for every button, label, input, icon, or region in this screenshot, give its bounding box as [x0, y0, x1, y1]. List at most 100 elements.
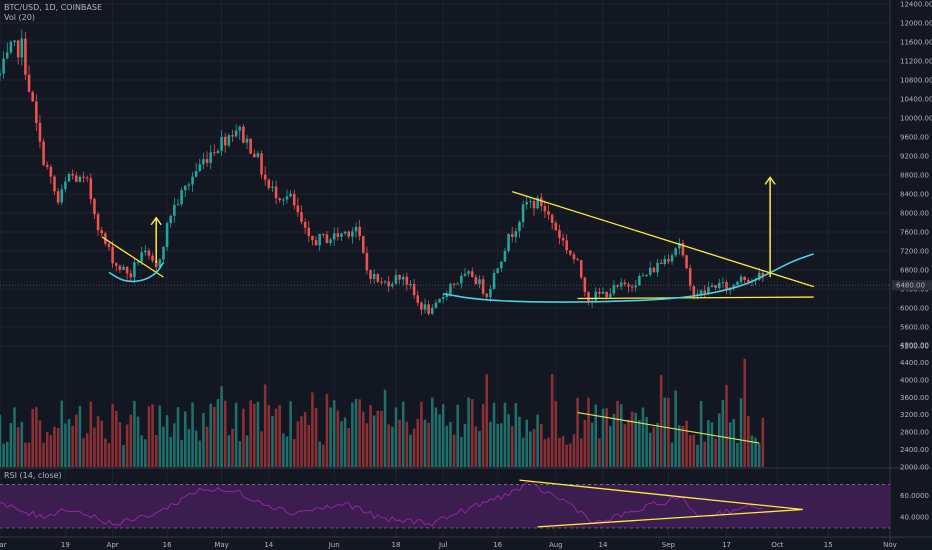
- time-tick-label: 17: [722, 541, 731, 549]
- volume-bar: [507, 414, 510, 467]
- candle-body: [467, 271, 470, 274]
- volume-bar: [739, 398, 743, 467]
- volume-bar: [438, 414, 441, 467]
- volume-bar: [289, 401, 292, 467]
- time-tick-label: Oct: [771, 541, 783, 549]
- candle-body: [198, 164, 202, 171]
- candle-body: [216, 150, 220, 154]
- volume-bar: [598, 438, 601, 467]
- candle-body: [78, 176, 82, 182]
- volume-bar: [351, 402, 354, 467]
- candle-body: [238, 126, 242, 131]
- candle-body: [416, 295, 420, 303]
- candle-body: [365, 252, 369, 271]
- candle-body: [274, 186, 278, 199]
- volume-bar: [659, 374, 663, 467]
- candle-body: [147, 250, 151, 256]
- volume-bar: [405, 421, 409, 467]
- volume-bar: [191, 402, 194, 467]
- volume-bar: [253, 403, 256, 467]
- candle-body: [154, 260, 158, 268]
- trendline: [512, 191, 814, 288]
- volume-tick-label: 4000.00: [900, 376, 929, 384]
- candle-body: [311, 235, 314, 241]
- symbol-legend: BTC/USD, 1D, COINBASE: [4, 3, 103, 12]
- volume-bar: [169, 436, 173, 467]
- candle-body: [456, 283, 459, 285]
- candle-body: [162, 247, 165, 260]
- volume-bar: [554, 401, 558, 467]
- candle-body: [100, 230, 103, 234]
- candle-body: [721, 282, 725, 284]
- rsi-pane: [0, 479, 890, 529]
- volume-bar: [423, 419, 427, 467]
- candle-body: [267, 179, 271, 188]
- volume-bar: [75, 414, 78, 467]
- candle-body: [641, 275, 645, 277]
- volume-bar: [460, 437, 463, 467]
- candle-body: [583, 277, 587, 293]
- candle-body: [565, 240, 568, 251]
- price-tick-label: 12400.00: [900, 1, 932, 9]
- time-tick-label: 19: [61, 541, 70, 549]
- volume-bar: [332, 400, 336, 467]
- volume-bar: [329, 407, 332, 467]
- candle-body: [45, 164, 49, 167]
- candle-body: [242, 126, 245, 143]
- price-tick-label: 6800.00: [900, 267, 929, 275]
- candle-body: [64, 181, 67, 190]
- volume-bar: [347, 427, 351, 467]
- candle-body: [223, 136, 227, 146]
- candle-body: [500, 261, 503, 269]
- candle-body: [118, 265, 122, 271]
- candle-body: [514, 231, 518, 237]
- candle-body: [165, 223, 169, 248]
- volume-bar: [216, 399, 220, 467]
- time-tick-label: Aug: [549, 541, 563, 549]
- volume-bar: [322, 444, 325, 467]
- volume-bar: [31, 409, 34, 467]
- candle-body: [322, 233, 325, 235]
- candle-body: [470, 271, 474, 277]
- candle-body: [478, 279, 481, 285]
- candle-body: [140, 252, 143, 262]
- candle-body: [314, 240, 318, 246]
- volume-bar: [271, 415, 274, 467]
- volume-bar: [441, 404, 445, 467]
- time-tick-label: Nov: [883, 541, 897, 549]
- candle-body: [543, 205, 547, 212]
- candle-body: [525, 202, 529, 205]
- volume-bar: [757, 443, 761, 467]
- volume-bar: [71, 425, 74, 467]
- volume-bar: [9, 423, 13, 467]
- candle-body: [53, 176, 56, 192]
- candle-body: [20, 38, 24, 58]
- candle-body: [412, 284, 416, 296]
- candle-body: [260, 153, 263, 175]
- volume-bar: [576, 397, 579, 467]
- drawings: [0, 176, 890, 444]
- candle-body: [431, 307, 434, 314]
- candle-body: [85, 177, 89, 179]
- candle-body: [452, 283, 456, 285]
- candle-body: [518, 221, 521, 232]
- support-curve: [443, 253, 814, 303]
- candle-body: [369, 270, 372, 279]
- volume-bar: [645, 417, 648, 467]
- volume-bar: [227, 435, 231, 467]
- volume-bar: [256, 401, 260, 467]
- candle-body: [434, 302, 438, 308]
- volume-bar: [107, 443, 111, 467]
- volume-bar: [118, 422, 122, 467]
- volume-bar: [710, 422, 714, 467]
- candle-body: [743, 276, 746, 281]
- candle-body: [725, 282, 728, 291]
- volume-bar: [20, 421, 24, 467]
- volume-bar: [761, 417, 765, 467]
- candle-body: [703, 290, 707, 294]
- volume-bar: [427, 422, 430, 467]
- candle-body: [423, 304, 427, 310]
- volume-bar: [481, 403, 485, 467]
- volume-bar: [536, 414, 539, 467]
